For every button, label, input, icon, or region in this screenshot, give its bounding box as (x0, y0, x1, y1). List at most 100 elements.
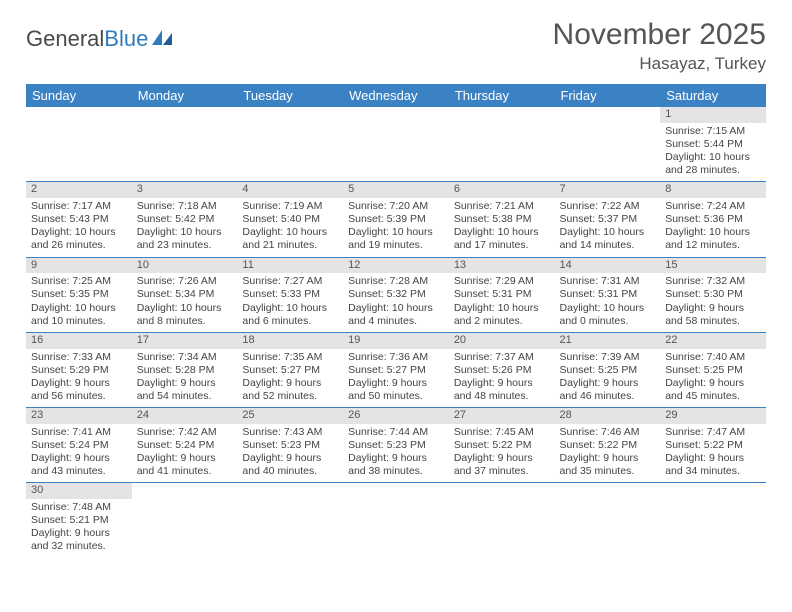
calendar-empty (343, 483, 449, 558)
calendar-row: 30Sunrise: 7:48 AMSunset: 5:21 PMDayligh… (26, 483, 766, 558)
month-title: November 2025 (553, 18, 766, 52)
calendar-day: 13Sunrise: 7:29 AMSunset: 5:31 PMDayligh… (449, 257, 555, 332)
sunrise-line: Sunrise: 7:20 AM (348, 200, 444, 213)
day-number: 18 (237, 333, 343, 349)
calendar-day: 3Sunrise: 7:18 AMSunset: 5:42 PMDaylight… (132, 182, 238, 257)
sunrise-line: Sunrise: 7:48 AM (31, 501, 127, 514)
day-number: 1 (660, 107, 766, 123)
day-body: Sunrise: 7:43 AMSunset: 5:23 PMDaylight:… (237, 424, 343, 483)
calendar-row: 2Sunrise: 7:17 AMSunset: 5:43 PMDaylight… (26, 182, 766, 257)
day-number: 7 (555, 182, 661, 198)
day-number: 27 (449, 408, 555, 424)
daylight-line: Daylight: 9 hours and 40 minutes. (242, 452, 338, 478)
daylight-line: Daylight: 9 hours and 43 minutes. (31, 452, 127, 478)
daylight-line: Daylight: 9 hours and 50 minutes. (348, 377, 444, 403)
sunset-line: Sunset: 5:24 PM (137, 439, 233, 452)
sunrise-line: Sunrise: 7:31 AM (560, 275, 656, 288)
day-number: 5 (343, 182, 449, 198)
daylight-line: Daylight: 9 hours and 38 minutes. (348, 452, 444, 478)
daylight-line: Daylight: 10 hours and 17 minutes. (454, 226, 550, 252)
sunset-line: Sunset: 5:22 PM (560, 439, 656, 452)
logo-sail-icon (152, 30, 174, 46)
logo-text-1: General (26, 26, 104, 52)
calendar-day: 19Sunrise: 7:36 AMSunset: 5:27 PMDayligh… (343, 332, 449, 407)
day-body: Sunrise: 7:37 AMSunset: 5:26 PMDaylight:… (449, 349, 555, 408)
calendar-row: 23Sunrise: 7:41 AMSunset: 5:24 PMDayligh… (26, 408, 766, 483)
day-number: 4 (237, 182, 343, 198)
daylight-line: Daylight: 10 hours and 12 minutes. (665, 226, 761, 252)
daylight-line: Daylight: 9 hours and 46 minutes. (560, 377, 656, 403)
day-body: Sunrise: 7:29 AMSunset: 5:31 PMDaylight:… (449, 273, 555, 332)
sunrise-line: Sunrise: 7:15 AM (665, 125, 761, 138)
day-body: Sunrise: 7:24 AMSunset: 5:36 PMDaylight:… (660, 198, 766, 257)
day-number: 13 (449, 258, 555, 274)
day-body: Sunrise: 7:25 AMSunset: 5:35 PMDaylight:… (26, 273, 132, 332)
sunset-line: Sunset: 5:36 PM (665, 213, 761, 226)
day-body: Sunrise: 7:42 AMSunset: 5:24 PMDaylight:… (132, 424, 238, 483)
daylight-line: Daylight: 10 hours and 0 minutes. (560, 302, 656, 328)
day-number: 19 (343, 333, 449, 349)
daylight-line: Daylight: 9 hours and 45 minutes. (665, 377, 761, 403)
sunset-line: Sunset: 5:38 PM (454, 213, 550, 226)
day-body: Sunrise: 7:31 AMSunset: 5:31 PMDaylight:… (555, 273, 661, 332)
calendar-empty (343, 107, 449, 182)
sunrise-line: Sunrise: 7:32 AM (665, 275, 761, 288)
calendar-empty (660, 483, 766, 558)
day-body: Sunrise: 7:36 AMSunset: 5:27 PMDaylight:… (343, 349, 449, 408)
daylight-line: Daylight: 10 hours and 19 minutes. (348, 226, 444, 252)
sunset-line: Sunset: 5:22 PM (454, 439, 550, 452)
sunrise-line: Sunrise: 7:44 AM (348, 426, 444, 439)
sunrise-line: Sunrise: 7:22 AM (560, 200, 656, 213)
sunset-line: Sunset: 5:28 PM (137, 364, 233, 377)
weekday-header: Tuesday (237, 84, 343, 107)
sunset-line: Sunset: 5:30 PM (665, 288, 761, 301)
sunrise-line: Sunrise: 7:39 AM (560, 351, 656, 364)
sunset-line: Sunset: 5:43 PM (31, 213, 127, 226)
sunrise-line: Sunrise: 7:42 AM (137, 426, 233, 439)
daylight-line: Daylight: 10 hours and 23 minutes. (137, 226, 233, 252)
sunset-line: Sunset: 5:25 PM (665, 364, 761, 377)
sunrise-line: Sunrise: 7:17 AM (31, 200, 127, 213)
sunset-line: Sunset: 5:35 PM (31, 288, 127, 301)
day-number: 15 (660, 258, 766, 274)
sunrise-line: Sunrise: 7:26 AM (137, 275, 233, 288)
calendar-day: 7Sunrise: 7:22 AMSunset: 5:37 PMDaylight… (555, 182, 661, 257)
calendar-day: 5Sunrise: 7:20 AMSunset: 5:39 PMDaylight… (343, 182, 449, 257)
daylight-line: Daylight: 9 hours and 58 minutes. (665, 302, 761, 328)
day-body: Sunrise: 7:33 AMSunset: 5:29 PMDaylight:… (26, 349, 132, 408)
day-body: Sunrise: 7:35 AMSunset: 5:27 PMDaylight:… (237, 349, 343, 408)
calendar-day: 9Sunrise: 7:25 AMSunset: 5:35 PMDaylight… (26, 257, 132, 332)
day-body: Sunrise: 7:32 AMSunset: 5:30 PMDaylight:… (660, 273, 766, 332)
sunset-line: Sunset: 5:21 PM (31, 514, 127, 527)
sunset-line: Sunset: 5:23 PM (348, 439, 444, 452)
sunset-line: Sunset: 5:26 PM (454, 364, 550, 377)
sunset-line: Sunset: 5:34 PM (137, 288, 233, 301)
sunrise-line: Sunrise: 7:35 AM (242, 351, 338, 364)
calendar-day: 1Sunrise: 7:15 AMSunset: 5:44 PMDaylight… (660, 107, 766, 182)
day-body: Sunrise: 7:40 AMSunset: 5:25 PMDaylight:… (660, 349, 766, 408)
day-number: 24 (132, 408, 238, 424)
day-number: 10 (132, 258, 238, 274)
sunrise-line: Sunrise: 7:47 AM (665, 426, 761, 439)
sunrise-line: Sunrise: 7:25 AM (31, 275, 127, 288)
sunrise-line: Sunrise: 7:37 AM (454, 351, 550, 364)
day-number: 16 (26, 333, 132, 349)
day-number: 17 (132, 333, 238, 349)
calendar-day: 21Sunrise: 7:39 AMSunset: 5:25 PMDayligh… (555, 332, 661, 407)
day-number: 30 (26, 483, 132, 499)
sunset-line: Sunset: 5:29 PM (31, 364, 127, 377)
sunset-line: Sunset: 5:33 PM (242, 288, 338, 301)
sunrise-line: Sunrise: 7:33 AM (31, 351, 127, 364)
daylight-line: Daylight: 9 hours and 56 minutes. (31, 377, 127, 403)
calendar-day: 30Sunrise: 7:48 AMSunset: 5:21 PMDayligh… (26, 483, 132, 558)
sunrise-line: Sunrise: 7:18 AM (137, 200, 233, 213)
calendar-empty (132, 107, 238, 182)
daylight-line: Daylight: 9 hours and 34 minutes. (665, 452, 761, 478)
daylight-line: Daylight: 9 hours and 52 minutes. (242, 377, 338, 403)
day-body: Sunrise: 7:18 AMSunset: 5:42 PMDaylight:… (132, 198, 238, 257)
sunrise-line: Sunrise: 7:40 AM (665, 351, 761, 364)
day-number: 20 (449, 333, 555, 349)
day-number: 29 (660, 408, 766, 424)
day-number: 8 (660, 182, 766, 198)
calendar-row: 1Sunrise: 7:15 AMSunset: 5:44 PMDaylight… (26, 107, 766, 182)
